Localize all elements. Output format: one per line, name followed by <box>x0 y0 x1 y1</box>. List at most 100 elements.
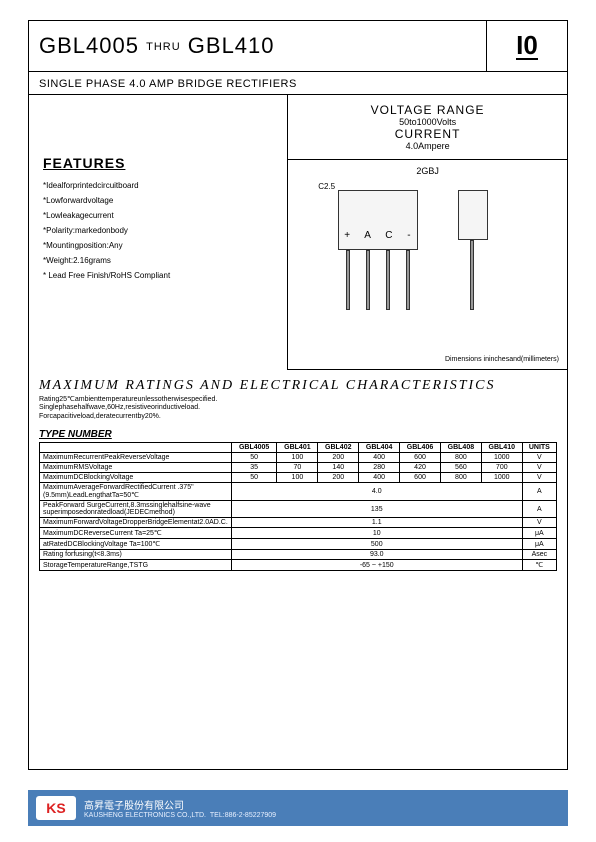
cell-span: 4.0 <box>231 483 522 501</box>
table-row: PeakForward SurgeCurrent,8.3mssinglehalf… <box>40 501 557 518</box>
cell: V <box>522 453 556 463</box>
lead-icon <box>470 240 474 310</box>
cell-unit: Asec <box>522 550 556 560</box>
sub-line: Singlephasehalfwave,60Hz,resistiveorindu… <box>39 404 200 411</box>
cell: 1000 <box>481 473 522 483</box>
feature-item: *Weight:2.16grams <box>43 256 277 265</box>
col-h: GBL408 <box>440 443 481 453</box>
table-row: MaximumDCBlockingVoltage5010020040060080… <box>40 473 557 483</box>
cell-unit: μA <box>522 539 556 550</box>
row-label: Rating forfusing(t<8.3ms) <box>40 550 232 560</box>
part-title: GBL4005 THRU GBL410 <box>39 33 476 59</box>
row-label: MaximumRecurrentPeakReverseVoltage <box>40 453 232 463</box>
cell-unit: V <box>522 518 556 528</box>
cell: 280 <box>359 463 400 473</box>
lead-icon <box>406 250 410 310</box>
table-row: StorageTemperatureRange,TSTG-65 ~ +150℃ <box>40 560 557 571</box>
logo-text: I0 <box>516 32 538 60</box>
row-label: MaximumAverageForwardRectifiedCurrent .3… <box>40 483 232 501</box>
cell-span: 135 <box>231 501 522 518</box>
row-label: atRatedDCBlockingVoltage Ta=100℃ <box>40 539 232 550</box>
cell: 200 <box>318 453 359 463</box>
feature-item: *Mountingposition:Any <box>43 241 277 250</box>
table-row: atRatedDCBlockingVoltage Ta=100℃500μA <box>40 539 557 550</box>
ratings-table-body: MaximumRecurrentPeakReverseVoltage501002… <box>40 453 557 571</box>
cell: 700 <box>481 463 522 473</box>
table-row: Rating forfusing(t<8.3ms)93.0Asec <box>40 550 557 560</box>
table-row: MaximumForwardVoltageDropperBridgeElemen… <box>40 518 557 528</box>
cell-unit: A <box>522 483 556 501</box>
lead-icon <box>346 250 350 310</box>
voltage-column: VOLTAGE RANGE 50to1000Volts CURRENT 4.0A… <box>287 95 567 370</box>
package-outline-side <box>458 190 488 240</box>
max-ratings-title: MAXIMUM RATINGS AND ELECTRICAL CHARACTER… <box>29 370 567 396</box>
col-h: GBL406 <box>400 443 441 453</box>
cell-span: 500 <box>231 539 522 550</box>
title-box: GBL4005 THRU GBL410 <box>29 21 487 71</box>
table-row: MaximumRMSVoltage3570140280420560700V <box>40 463 557 473</box>
lead-icon <box>366 250 370 310</box>
thru-label: THRU <box>146 41 181 53</box>
max-ratings-sub: Rating25℃ambienttemperatureunlessotherwi… <box>29 396 567 427</box>
diagram-note: Dimensions ininchesand(millimeters) <box>445 356 559 363</box>
col-h: GBL402 <box>318 443 359 453</box>
cell: 200 <box>318 473 359 483</box>
cell: 600 <box>400 453 441 463</box>
sub-line: Forcapacitiveload,deratecurrentby20%. <box>39 413 161 420</box>
cell: 420 <box>400 463 441 473</box>
feature-item: *Idealforprintedcircuitboard <box>43 181 277 190</box>
cell: 100 <box>277 453 318 463</box>
header-row: GBL4005 THRU GBL410 I0 <box>29 21 567 72</box>
table-row: MaximumDCReverseCurrent Ta=25℃10μA <box>40 528 557 539</box>
cell: 100 <box>277 473 318 483</box>
type-number-heading: TYPE NUMBER <box>29 427 567 442</box>
mid-row: FEATURES *Idealforprintedcircuitboard *L… <box>29 95 567 370</box>
col-h: GBL404 <box>359 443 400 453</box>
company-logo-icon: KS <box>36 796 76 820</box>
cell-unit: μA <box>522 528 556 539</box>
table-row: MaximumAverageForwardRectifiedCurrent .3… <box>40 483 557 501</box>
row-label: MaximumForwardVoltageDropperBridgeElemen… <box>40 518 232 528</box>
row-label: MaximumRMSVoltage <box>40 463 232 473</box>
sub-line: Rating25℃ambienttemperatureunlessotherwi… <box>39 396 217 403</box>
cell-unit: A <box>522 501 556 518</box>
col-h: UNITS <box>522 443 556 453</box>
current-value: 4.0Ampere <box>296 141 559 151</box>
footer-bar: KS 高昇電子股份有限公司 KAUSHENG ELECTRONICS CO.,L… <box>28 790 568 826</box>
cell: 560 <box>440 463 481 473</box>
cell: 35 <box>231 463 277 473</box>
diagram-c-label: C2.5 <box>318 182 335 191</box>
col-h: GBL4005 <box>231 443 277 453</box>
features-heading: FEATURES <box>43 155 277 171</box>
row-label: MaximumDCReverseCurrent Ta=25℃ <box>40 528 232 539</box>
cell-unit: ℃ <box>522 560 556 571</box>
features-column: FEATURES *Idealforprintedcircuitboard *L… <box>29 95 287 370</box>
subtitle: SINGLE PHASE 4.0 AMP BRIDGE RECTIFIERS <box>29 72 567 95</box>
cell: 800 <box>440 453 481 463</box>
ratings-table-head: GBL4005 GBL401 GBL402 GBL404 GBL406 GBL4… <box>40 443 557 453</box>
row-label: MaximumDCBlockingVoltage <box>40 473 232 483</box>
package-diagram: 2GBJ C2.5 + A C - Dimensions ininchesand… <box>288 160 567 370</box>
brand-logo: I0 <box>487 21 567 71</box>
cell: 140 <box>318 463 359 473</box>
cell: 70 <box>277 463 318 473</box>
cell-span: 10 <box>231 528 522 539</box>
ratings-table: GBL4005 GBL401 GBL402 GBL404 GBL406 GBL4… <box>39 442 557 571</box>
cell: 800 <box>440 473 481 483</box>
cell-span: 1.1 <box>231 518 522 528</box>
col-h: GBL410 <box>481 443 522 453</box>
current-label: CURRENT <box>296 127 559 141</box>
cell: 600 <box>400 473 441 483</box>
cell: V <box>522 473 556 483</box>
cell: V <box>522 463 556 473</box>
feature-item: *Lowleakagecurrent <box>43 211 277 220</box>
row-label: StorageTemperatureRange,TSTG <box>40 560 232 571</box>
cell: 50 <box>231 473 277 483</box>
datasheet-page: GBL4005 THRU GBL410 I0 SINGLE PHASE 4.0 … <box>28 20 568 770</box>
company-name-cn: 高昇電子股份有限公司 <box>84 797 276 812</box>
footer-text: 高昇電子股份有限公司 KAUSHENG ELECTRONICS CO.,LTD.… <box>84 797 276 819</box>
cell-span: -65 ~ +150 <box>231 560 522 571</box>
lead-icon <box>386 250 390 310</box>
feature-item: *Polarity:markedonbody <box>43 226 277 235</box>
part-from: GBL4005 <box>39 33 139 58</box>
